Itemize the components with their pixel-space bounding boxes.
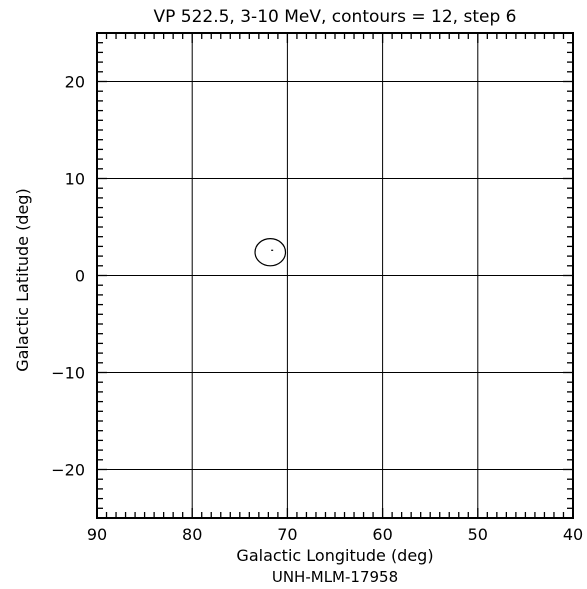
y-tick-label: 10 — [65, 170, 85, 189]
y-tick-label: 20 — [65, 73, 85, 92]
footer-label: UNH-MLM-17958 — [272, 568, 398, 586]
y-tick-labels: −20 −10 0 10 20 — [51, 73, 85, 480]
x-tick-label: 90 — [87, 525, 107, 544]
grid-lines — [97, 33, 573, 518]
y-axis-label: Galactic Latitude (deg) — [13, 188, 32, 371]
contour-line — [254, 238, 287, 267]
x-tick-label: 70 — [277, 525, 297, 544]
chart-title: VP 522.5, 3-10 MeV, contours = 12, step … — [153, 7, 516, 27]
y-tick-label: −20 — [51, 461, 85, 480]
x-tick-label: 60 — [372, 525, 392, 544]
x-tick-label: 40 — [563, 525, 583, 544]
plot-frame — [96, 32, 574, 519]
y-tick-label: −10 — [51, 364, 85, 383]
contour-lines — [254, 238, 287, 267]
x-tick-label: 80 — [182, 525, 202, 544]
y-tick-label: 0 — [75, 267, 85, 286]
x-tick-label: 50 — [468, 525, 488, 544]
x-axis-label: Galactic Longitude (deg) — [236, 546, 433, 565]
x-tick-labels: 90 80 70 60 50 40 — [87, 525, 583, 544]
